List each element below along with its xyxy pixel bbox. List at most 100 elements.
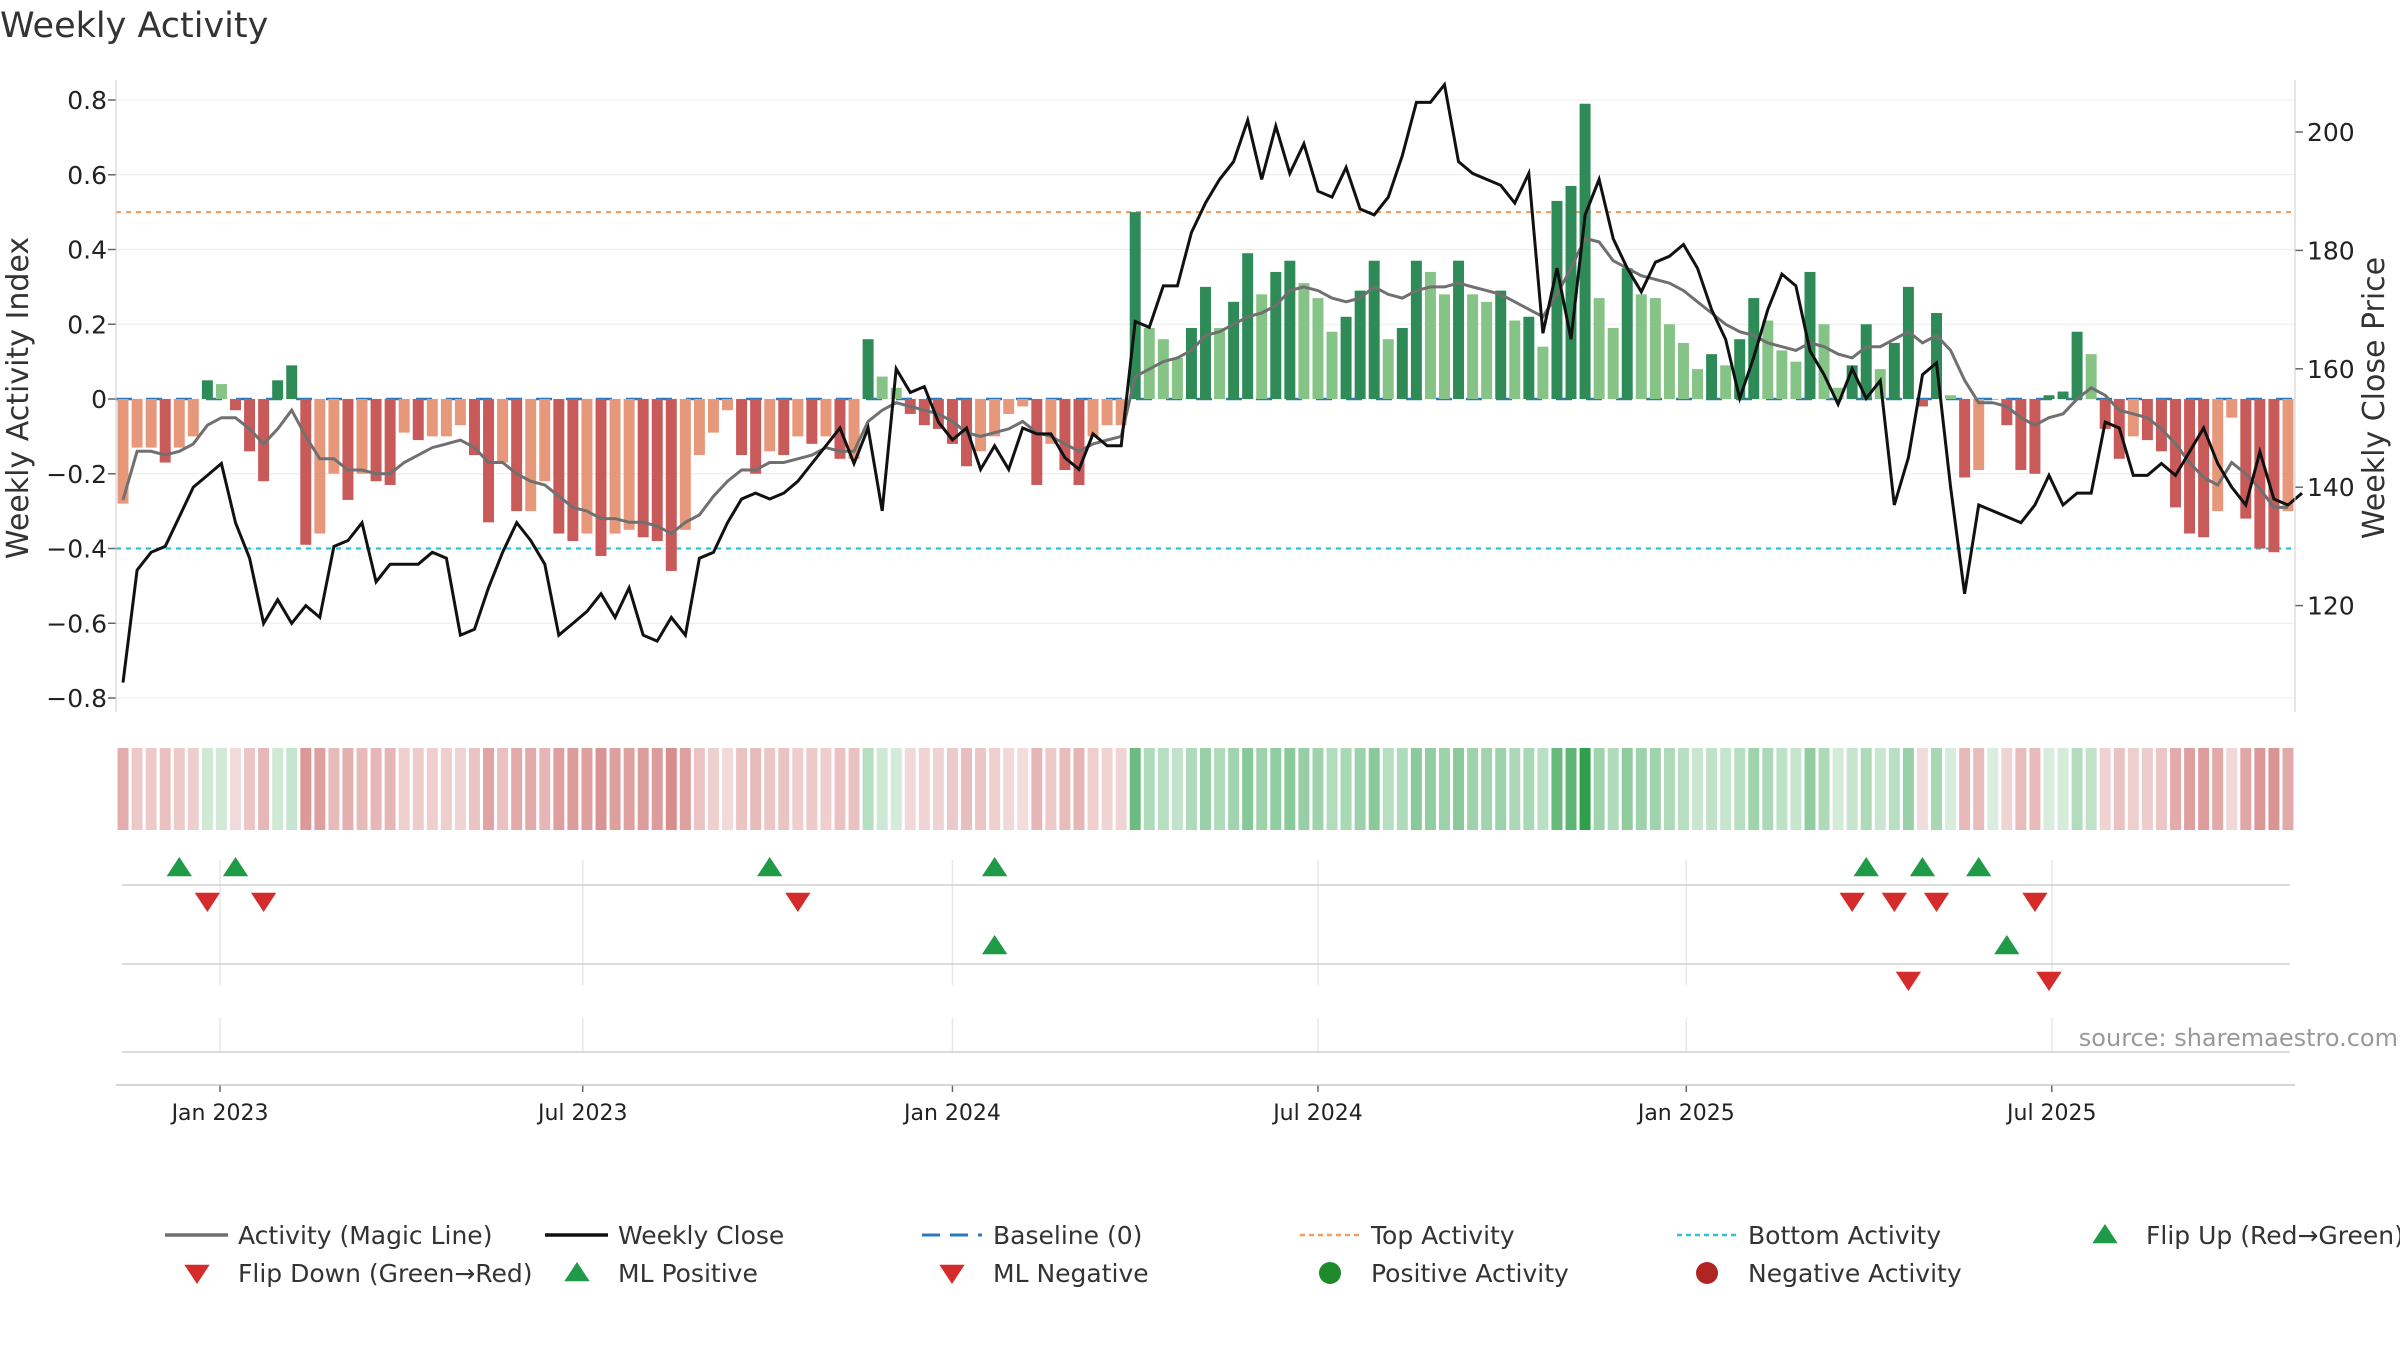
activity-bar [314,399,326,534]
heat-cell [1537,748,1549,830]
heat-cell [1439,748,1450,830]
heat-cell [1804,748,1816,830]
y-tick-label: 0 [91,385,107,414]
heat-cell [2268,748,2280,830]
heat-cell [1003,748,1015,830]
ml-negative-marker [2036,971,2062,991]
heat-cell [159,748,171,830]
heat-cell [2127,748,2139,830]
activity-bar [679,399,691,530]
activity-bar [707,399,719,433]
heat-cell [1551,748,1563,830]
heat-cell [1931,748,1943,830]
heat-cell [1382,748,1394,830]
activity-bar [272,380,284,399]
activity-bar [1945,395,1957,399]
legend-swatch [564,1262,590,1282]
activity-bar [2240,399,2252,519]
activity-bar [1270,271,1282,399]
activity-bar [1157,339,1169,399]
heat-cell [792,748,804,830]
activity-bar [876,376,888,399]
activity-bar [553,399,565,534]
heat-cell [1635,748,1647,830]
heat-cell [1565,748,1577,830]
heat-cell [2015,748,2027,830]
heat-cell [1776,748,1788,830]
activity-bar [2099,399,2111,429]
legend: Activity (Magic Line) Weekly Close Baselin… [165,1221,2400,1288]
activity-bar [356,399,368,474]
legend-label: Weekly Close [618,1221,784,1250]
activity-bar [890,387,902,399]
legend-label: ML Positive [618,1259,758,1288]
activity-bar [511,399,523,512]
activity-bar [862,339,874,399]
heat-cell [1762,748,1774,830]
heat-cell [1017,748,1029,830]
heat-cell [862,748,874,830]
activity-bar [1087,399,1099,437]
x-tick-label: Jul 2025 [2005,1101,2097,1126]
flip-up-marker [222,857,249,877]
heat-cell [1326,748,1338,830]
activity-bar [1635,294,1647,399]
activity-bar [1396,327,1408,399]
activity-bar [1762,320,1774,399]
activity-bar [244,399,256,452]
magic-line [121,236,2288,536]
activity-bar [1228,301,1240,399]
heat-cell [187,748,199,830]
heat-cell [468,748,480,830]
heat-cell [1607,748,1619,830]
heat-cell [1157,748,1169,830]
activity-bar [764,399,776,452]
activity-bar [1045,399,1057,444]
activity-bar [1200,286,1211,399]
heat-cell [1115,748,1127,830]
activity-bar [792,399,804,437]
heat-cell [665,748,677,830]
activity-bar [2226,399,2238,418]
heat-cell [1340,748,1352,830]
activity-bar [2085,354,2097,399]
legend-label: Activity (Magic Line) [238,1221,492,1250]
activity-heat-strip [117,748,2294,830]
activity-bar [665,399,677,571]
heat-cell [1368,748,1380,830]
axes: 0.8 0.6 0.4 0.2 0 −0.2 −0.4 −0.6 −0.8 200 180 160 14… [1,80,2392,1126]
activity-bar [975,399,987,452]
activity-bar [1916,399,1928,407]
heat-cell [258,748,270,830]
x-tick-label: Jul 2024 [1271,1101,1363,1126]
activity-bar [1734,339,1746,399]
heat-cell [483,748,495,830]
x-tick-label: Jan 2025 [1636,1101,1735,1126]
heat-cell [1888,748,1900,830]
heat-cell [440,748,452,830]
activity-bar [300,399,312,545]
heat-cell [1129,748,1141,830]
heat-cell [1101,748,1113,830]
heat-cell [2057,748,2069,830]
activity-bar [567,399,579,542]
flip-down-marker [1839,892,1865,912]
heat-cell [300,748,312,830]
activity-bar [2212,399,2224,512]
activity-bar [1354,290,1366,399]
heat-cell [2226,748,2238,830]
activity-bar [1256,294,1268,399]
activity-bar [918,399,930,426]
activity-bar [581,399,593,534]
heat-cell [1649,748,1661,830]
heat-cell [1396,748,1408,830]
activity-bar [426,399,438,437]
activity-bar [1987,399,1999,400]
heat-cell [623,748,635,830]
legend-label: Flip Up (Red→Green) [2146,1221,2400,1250]
heat-cell [370,748,382,830]
activity-bar [1509,320,1521,399]
heat-cell [1284,748,1296,830]
ml-negative-marker [1895,971,1922,991]
activity-bar [1537,346,1549,399]
